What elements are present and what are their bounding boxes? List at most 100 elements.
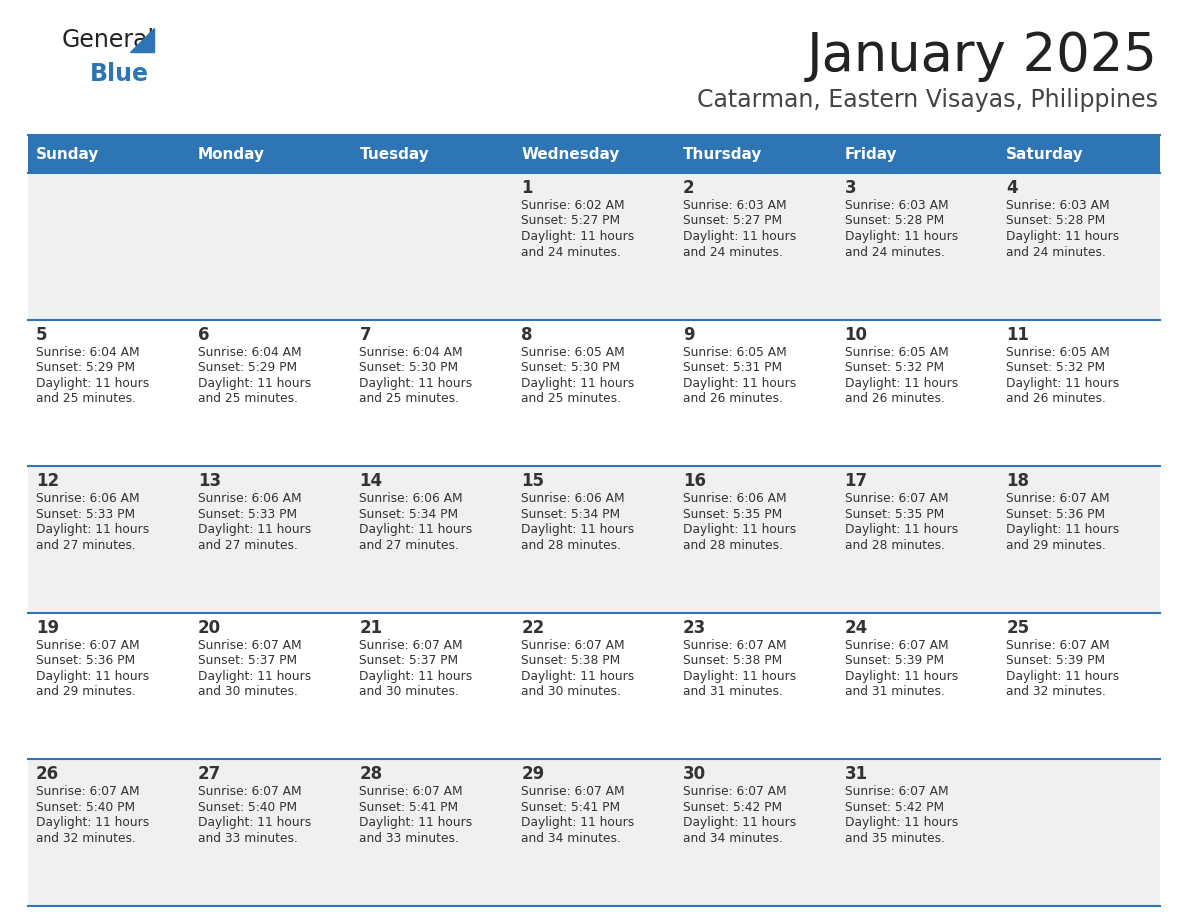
Text: 16: 16: [683, 472, 706, 490]
Text: Daylight: 11 hours: Daylight: 11 hours: [683, 376, 796, 389]
Text: Wednesday: Wednesday: [522, 147, 619, 162]
Text: Daylight: 11 hours: Daylight: 11 hours: [683, 230, 796, 243]
Bar: [190, 759, 352, 906]
Text: 23: 23: [683, 619, 706, 637]
Text: 5: 5: [36, 326, 48, 343]
Text: 3: 3: [845, 179, 857, 197]
Text: Daylight: 11 hours: Daylight: 11 hours: [845, 523, 958, 536]
Text: Sunset: 5:36 PM: Sunset: 5:36 PM: [36, 655, 135, 667]
Text: and 25 minutes.: and 25 minutes.: [522, 392, 621, 405]
Text: 17: 17: [845, 472, 867, 490]
Bar: [190, 613, 352, 759]
Text: and 27 minutes.: and 27 minutes.: [360, 539, 460, 552]
Text: 7: 7: [360, 326, 371, 343]
Text: 22: 22: [522, 619, 544, 637]
Text: 19: 19: [36, 619, 59, 637]
Text: Sunset: 5:41 PM: Sunset: 5:41 PM: [522, 800, 620, 814]
Text: Sunset: 5:41 PM: Sunset: 5:41 PM: [360, 800, 459, 814]
Text: 12: 12: [36, 472, 59, 490]
Bar: [190, 173, 352, 319]
Text: Daylight: 11 hours: Daylight: 11 hours: [1006, 230, 1119, 243]
Text: Sunset: 5:37 PM: Sunset: 5:37 PM: [360, 655, 459, 667]
Bar: [836, 466, 998, 613]
Bar: [29, 173, 190, 319]
Text: Sunset: 5:27 PM: Sunset: 5:27 PM: [522, 215, 620, 228]
Text: Daylight: 11 hours: Daylight: 11 hours: [1006, 376, 1119, 389]
Text: Sunrise: 6:06 AM: Sunrise: 6:06 AM: [683, 492, 786, 505]
Bar: [998, 173, 1159, 319]
Text: Daylight: 11 hours: Daylight: 11 hours: [522, 376, 634, 389]
Text: Daylight: 11 hours: Daylight: 11 hours: [683, 816, 796, 829]
Text: Sunset: 5:38 PM: Sunset: 5:38 PM: [522, 655, 620, 667]
Text: Sunset: 5:42 PM: Sunset: 5:42 PM: [683, 800, 782, 814]
Text: Daylight: 11 hours: Daylight: 11 hours: [522, 230, 634, 243]
Text: Daylight: 11 hours: Daylight: 11 hours: [197, 816, 311, 829]
Bar: [513, 759, 675, 906]
Text: Sunset: 5:28 PM: Sunset: 5:28 PM: [1006, 215, 1106, 228]
Text: Sunset: 5:33 PM: Sunset: 5:33 PM: [197, 508, 297, 521]
Text: 18: 18: [1006, 472, 1029, 490]
Text: Sunrise: 6:05 AM: Sunrise: 6:05 AM: [522, 345, 625, 359]
Bar: [675, 759, 836, 906]
Text: Sunrise: 6:05 AM: Sunrise: 6:05 AM: [1006, 345, 1110, 359]
Text: Monday: Monday: [197, 147, 265, 162]
Bar: [352, 613, 513, 759]
Text: Sunset: 5:34 PM: Sunset: 5:34 PM: [522, 508, 620, 521]
Text: and 30 minutes.: and 30 minutes.: [360, 686, 460, 699]
Text: Sunrise: 6:07 AM: Sunrise: 6:07 AM: [197, 786, 302, 799]
Text: Sunrise: 6:07 AM: Sunrise: 6:07 AM: [845, 786, 948, 799]
Text: Sunset: 5:34 PM: Sunset: 5:34 PM: [360, 508, 459, 521]
Text: and 25 minutes.: and 25 minutes.: [36, 392, 135, 405]
Bar: [836, 613, 998, 759]
Text: Sunset: 5:40 PM: Sunset: 5:40 PM: [36, 800, 135, 814]
Text: Daylight: 11 hours: Daylight: 11 hours: [845, 376, 958, 389]
Text: Sunset: 5:39 PM: Sunset: 5:39 PM: [1006, 655, 1105, 667]
Text: Daylight: 11 hours: Daylight: 11 hours: [522, 816, 634, 829]
Bar: [998, 319, 1159, 466]
Text: 15: 15: [522, 472, 544, 490]
Text: 30: 30: [683, 766, 706, 783]
Text: Sunrise: 6:06 AM: Sunrise: 6:06 AM: [197, 492, 302, 505]
Bar: [998, 613, 1159, 759]
Text: and 26 minutes.: and 26 minutes.: [683, 392, 783, 405]
Bar: [352, 135, 513, 173]
Text: and 32 minutes.: and 32 minutes.: [1006, 686, 1106, 699]
Bar: [836, 759, 998, 906]
Text: Sunrise: 6:07 AM: Sunrise: 6:07 AM: [683, 639, 786, 652]
Text: Sunset: 5:31 PM: Sunset: 5:31 PM: [683, 361, 782, 375]
Text: January 2025: January 2025: [807, 30, 1158, 82]
Text: Daylight: 11 hours: Daylight: 11 hours: [360, 376, 473, 389]
Text: Tuesday: Tuesday: [360, 147, 429, 162]
Text: Daylight: 11 hours: Daylight: 11 hours: [1006, 670, 1119, 683]
Bar: [29, 466, 190, 613]
Text: Sunset: 5:42 PM: Sunset: 5:42 PM: [845, 800, 943, 814]
Text: Sunrise: 6:07 AM: Sunrise: 6:07 AM: [360, 786, 463, 799]
Text: and 35 minutes.: and 35 minutes.: [845, 832, 944, 845]
Text: Sunrise: 6:04 AM: Sunrise: 6:04 AM: [197, 345, 302, 359]
Text: Sunrise: 6:03 AM: Sunrise: 6:03 AM: [845, 199, 948, 212]
Bar: [29, 613, 190, 759]
Text: 25: 25: [1006, 619, 1030, 637]
Text: Sunrise: 6:05 AM: Sunrise: 6:05 AM: [845, 345, 948, 359]
Text: 28: 28: [360, 766, 383, 783]
Text: and 29 minutes.: and 29 minutes.: [1006, 539, 1106, 552]
Text: Daylight: 11 hours: Daylight: 11 hours: [197, 523, 311, 536]
Text: and 28 minutes.: and 28 minutes.: [683, 539, 783, 552]
Text: Daylight: 11 hours: Daylight: 11 hours: [683, 523, 796, 536]
Text: 29: 29: [522, 766, 544, 783]
Text: and 24 minutes.: and 24 minutes.: [683, 245, 783, 259]
Text: 10: 10: [845, 326, 867, 343]
Text: Daylight: 11 hours: Daylight: 11 hours: [683, 670, 796, 683]
Text: Thursday: Thursday: [683, 147, 763, 162]
Text: Sunrise: 6:03 AM: Sunrise: 6:03 AM: [683, 199, 786, 212]
Text: Sunrise: 6:07 AM: Sunrise: 6:07 AM: [683, 786, 786, 799]
Text: 27: 27: [197, 766, 221, 783]
Text: Sunset: 5:35 PM: Sunset: 5:35 PM: [683, 508, 782, 521]
Text: Daylight: 11 hours: Daylight: 11 hours: [1006, 523, 1119, 536]
Text: 1: 1: [522, 179, 532, 197]
Bar: [675, 466, 836, 613]
Text: 2: 2: [683, 179, 695, 197]
Text: 31: 31: [845, 766, 867, 783]
Text: Sunset: 5:33 PM: Sunset: 5:33 PM: [36, 508, 135, 521]
Text: Daylight: 11 hours: Daylight: 11 hours: [36, 670, 150, 683]
